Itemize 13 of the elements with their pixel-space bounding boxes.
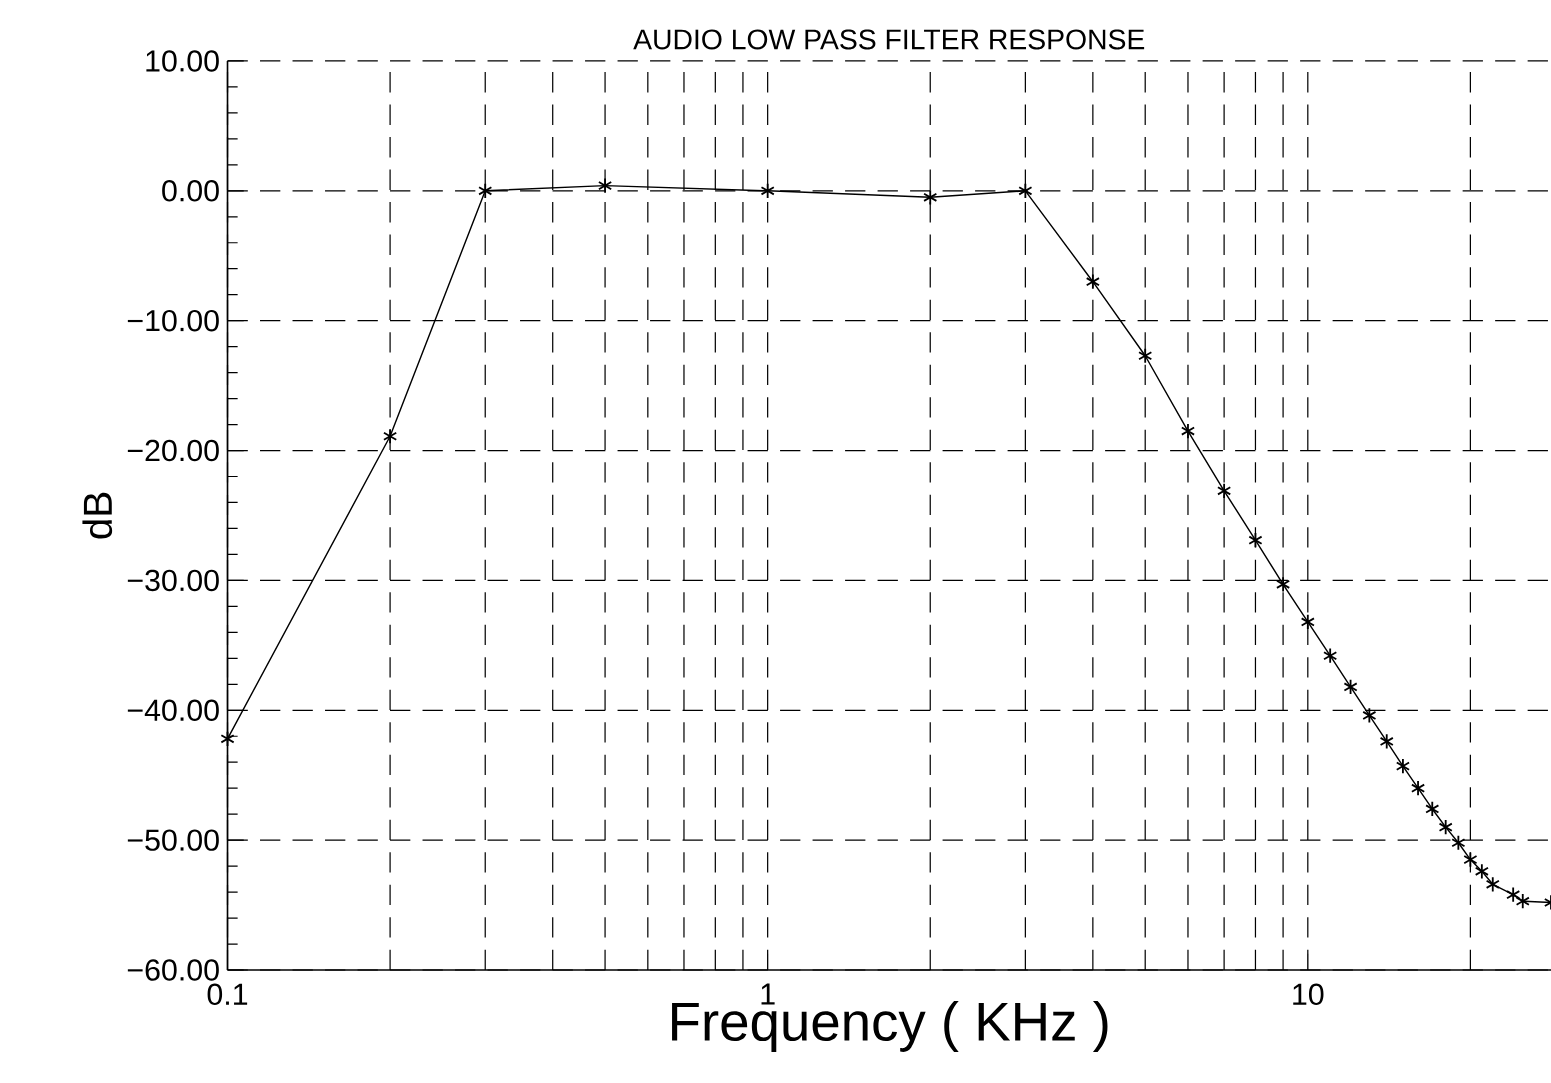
- y-tick-label: −10.00: [127, 310, 219, 332]
- y-tick-label: −60.00: [127, 959, 219, 981]
- x-tick-label: 1: [761, 983, 775, 1005]
- y-tick-label: −30.00: [127, 569, 219, 592]
- y-tick-label: 10.00: [146, 50, 219, 72]
- y-tick-label: −50.00: [127, 829, 219, 851]
- chart-title: AUDIO LOW PASS FILTER RESPONSE: [633, 29, 1145, 50]
- x-tick-label: 10: [1293, 983, 1324, 1006]
- y-tick-label: −40.00: [127, 699, 219, 722]
- y-tick-label: 0.00: [162, 180, 219, 202]
- y-tick-label: −20.00: [127, 439, 219, 462]
- y-axis-title: dB: [82, 492, 113, 539]
- x-tick-label: 0.1: [207, 983, 248, 1006]
